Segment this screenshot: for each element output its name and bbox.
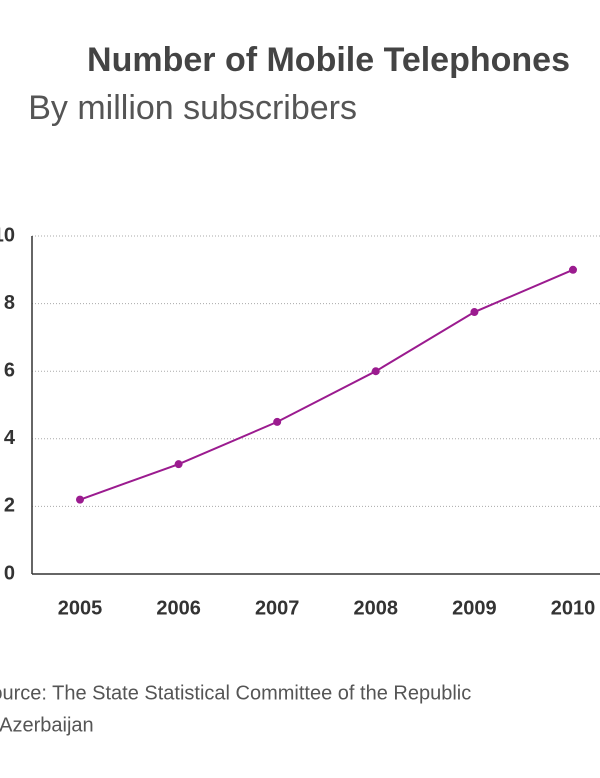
point <box>470 308 479 317</box>
x-tick-label: 2010 <box>551 597 596 619</box>
point <box>273 417 282 426</box>
source: Source: The State Statistical Committee … <box>0 682 471 704</box>
point <box>76 495 84 504</box>
x-tick-label: 2005 <box>58 597 103 619</box>
x-tick-label: 2009 <box>452 597 497 619</box>
y-tick-label: 8 <box>4 292 15 314</box>
x-tick-label: 2008 <box>354 597 399 619</box>
y-tick-label: 0 <box>4 562 15 584</box>
source: of Azerbaijan <box>0 714 94 736</box>
chart-title: Number of Mobile Telephones <box>87 41 570 79</box>
point <box>174 460 183 469</box>
x-tick-label: 2007 <box>255 597 300 619</box>
point <box>569 265 577 274</box>
point <box>371 367 380 376</box>
y-tick-label: 2 <box>4 495 15 517</box>
y-tick-label: 4 <box>4 427 16 449</box>
x-tick-label: 2006 <box>156 597 201 619</box>
y-tick-label: 10 <box>0 224 15 246</box>
line <box>79 268 574 501</box>
chart-subtitle: By million subscribers <box>28 89 357 127</box>
y-tick-label: 6 <box>4 359 15 381</box>
